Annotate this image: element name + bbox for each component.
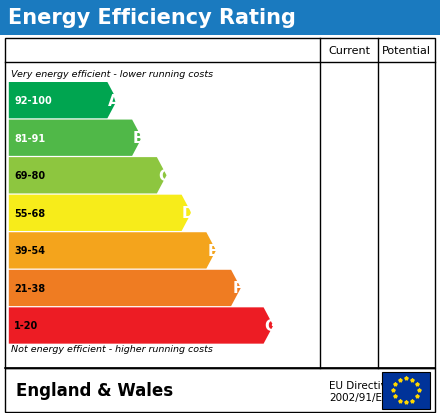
Text: 92-100: 92-100 (14, 96, 52, 106)
Text: Not energy efficient - higher running costs: Not energy efficient - higher running co… (11, 344, 213, 353)
Text: 1-20: 1-20 (14, 321, 38, 331)
Polygon shape (9, 233, 216, 269)
Bar (382, 372, 430, 409)
Polygon shape (9, 195, 191, 231)
Text: A: A (108, 93, 120, 108)
Text: 69-80: 69-80 (14, 171, 45, 181)
Text: 81-91: 81-91 (14, 133, 45, 143)
Text: C: C (158, 169, 169, 183)
Bar (5, 38, 435, 368)
Text: G: G (264, 318, 277, 333)
Text: Energy Efficiency Rating: Energy Efficiency Rating (8, 8, 296, 28)
Text: Very energy efficient - lower running costs: Very energy efficient - lower running co… (11, 70, 213, 79)
Text: Potential: Potential (381, 45, 431, 55)
Text: 21-38: 21-38 (14, 283, 45, 293)
Text: 2002/91/EC: 2002/91/EC (329, 392, 389, 402)
Text: E: E (208, 243, 218, 258)
Polygon shape (9, 158, 167, 194)
Polygon shape (9, 270, 241, 306)
Text: 55-68: 55-68 (14, 208, 45, 218)
Bar (0, 0, 440, 36)
Text: England & Wales: England & Wales (16, 381, 173, 399)
Text: Current: Current (328, 45, 370, 55)
Bar (5, 368, 435, 412)
Text: EU Directive: EU Directive (329, 380, 393, 390)
Text: F: F (233, 281, 243, 296)
Text: B: B (133, 131, 145, 146)
Polygon shape (9, 120, 142, 157)
Text: D: D (182, 206, 195, 221)
Text: 39-54: 39-54 (14, 246, 45, 256)
Polygon shape (9, 83, 117, 119)
Polygon shape (9, 308, 273, 344)
